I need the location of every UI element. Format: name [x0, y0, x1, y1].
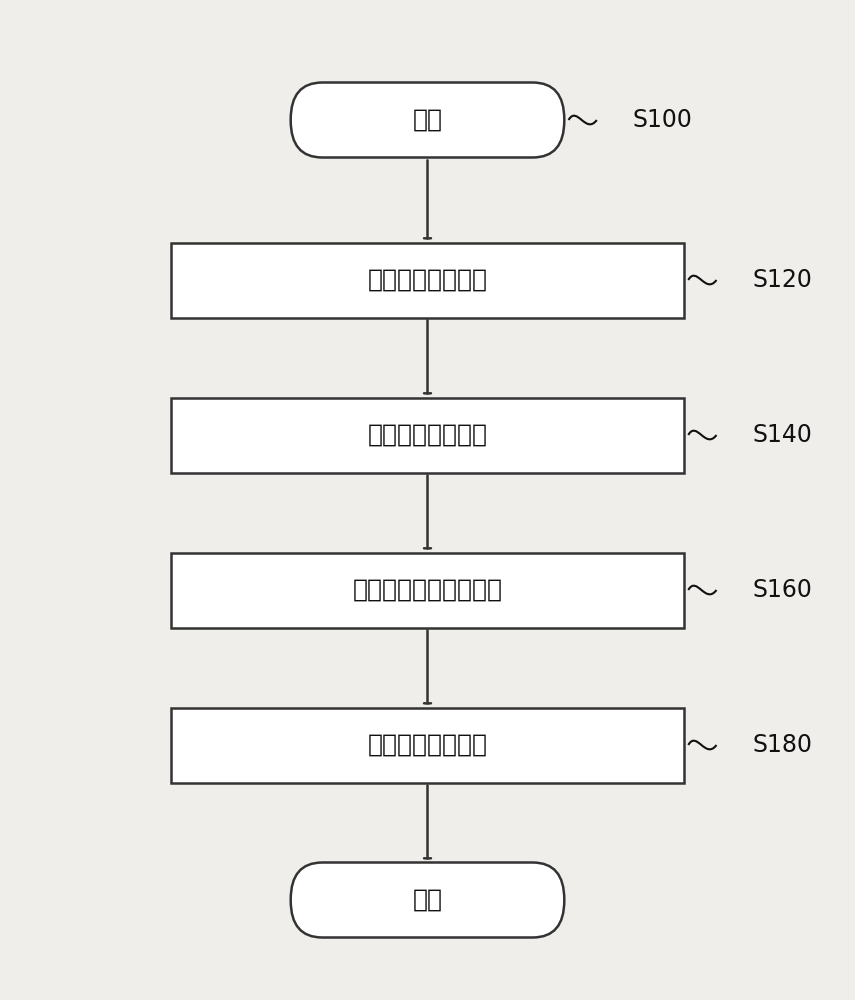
Text: S100: S100 [633, 108, 693, 132]
FancyBboxPatch shape [291, 862, 564, 938]
Text: 执行标准位置学习控制: 执行标准位置学习控制 [352, 578, 503, 602]
Text: 返回: 返回 [412, 888, 443, 912]
FancyBboxPatch shape [171, 708, 684, 782]
Text: 执行初始驱动控制: 执行初始驱动控制 [368, 423, 487, 447]
Text: S140: S140 [752, 423, 812, 447]
Text: 执行正常驱动控制: 执行正常驱动控制 [368, 733, 487, 757]
FancyBboxPatch shape [171, 398, 684, 473]
FancyBboxPatch shape [171, 242, 684, 318]
Text: 开始: 开始 [412, 108, 443, 132]
FancyBboxPatch shape [291, 83, 564, 157]
Text: S160: S160 [752, 578, 812, 602]
Text: S180: S180 [752, 733, 812, 757]
FancyBboxPatch shape [171, 552, 684, 628]
Text: 执行初始异常诊断: 执行初始异常诊断 [368, 268, 487, 292]
Text: S120: S120 [752, 268, 812, 292]
